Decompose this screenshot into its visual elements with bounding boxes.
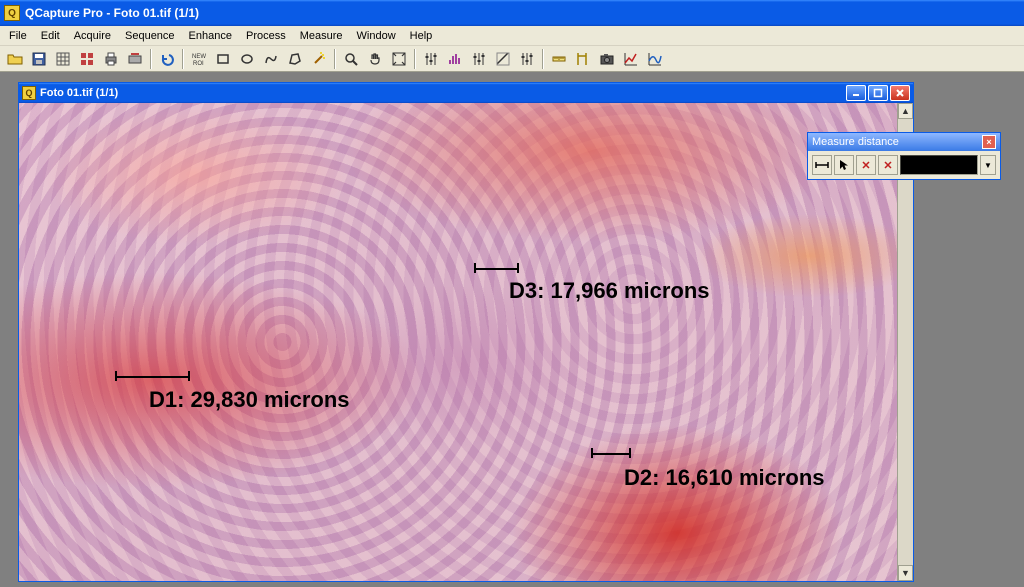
- scroll-up-icon[interactable]: ▲: [898, 103, 913, 119]
- toolbar: NEWROI: [0, 46, 1024, 72]
- save-icon[interactable]: [28, 48, 50, 70]
- measure-panel-body: ✕ ✕ ▼: [808, 151, 1000, 179]
- zoom-icon[interactable]: [340, 48, 362, 70]
- measure-label-d3: D3: 17,966 microns: [509, 278, 710, 304]
- minimize-button[interactable]: [846, 85, 866, 101]
- color-swatch[interactable]: [900, 155, 978, 175]
- fit-icon[interactable]: [388, 48, 410, 70]
- toolbar-separator: [414, 49, 416, 69]
- measure-tool-icon[interactable]: [812, 155, 832, 175]
- rect-icon[interactable]: [212, 48, 234, 70]
- menu-measure[interactable]: Measure: [293, 28, 350, 44]
- workspace: Q Foto 01.tif (1/1) D1: 29,830 microns: [0, 72, 1024, 587]
- toolbar-separator: [182, 49, 184, 69]
- maximize-button[interactable]: [868, 85, 888, 101]
- menubar: File Edit Acquire Sequence Enhance Proce…: [0, 26, 1024, 46]
- app-titlebar: Q QCapture Pro - Foto 01.tif (1/1): [0, 0, 1024, 26]
- scroll-down-icon[interactable]: ▼: [898, 565, 913, 581]
- grid-icon[interactable]: [52, 48, 74, 70]
- measure-panel-titlebar[interactable]: Measure distance ×: [808, 133, 1000, 151]
- close-button[interactable]: [890, 85, 910, 101]
- menu-sequence[interactable]: Sequence: [118, 28, 182, 44]
- wand-icon[interactable]: [308, 48, 330, 70]
- image-window-icon: Q: [22, 86, 36, 100]
- microscopy-image: D1: 29,830 microns D3: 17,966 microns D2…: [19, 103, 897, 581]
- sliders3-icon[interactable]: [516, 48, 538, 70]
- color-dropdown-icon[interactable]: ▼: [980, 155, 996, 175]
- scan-icon[interactable]: [124, 48, 146, 70]
- toolbar-separator: [150, 49, 152, 69]
- roi-icon[interactable]: NEWROI: [188, 48, 210, 70]
- freehand-icon[interactable]: [260, 48, 282, 70]
- sliders2-icon[interactable]: [468, 48, 490, 70]
- polygon-icon[interactable]: [284, 48, 306, 70]
- camera-icon[interactable]: [596, 48, 618, 70]
- sliders1-icon[interactable]: [420, 48, 442, 70]
- menu-edit[interactable]: Edit: [34, 28, 67, 44]
- svg-text:ROI: ROI: [193, 61, 204, 67]
- undo-icon[interactable]: [156, 48, 178, 70]
- measure-panel-title: Measure distance: [812, 136, 982, 148]
- hand-icon[interactable]: [364, 48, 386, 70]
- grid2-icon[interactable]: [76, 48, 98, 70]
- open-icon[interactable]: [4, 48, 26, 70]
- measure-panel-close-icon[interactable]: ×: [982, 135, 996, 149]
- image-window-title: Foto 01.tif (1/1): [40, 87, 846, 99]
- measure-label-d2: D2: 16,610 microns: [624, 465, 825, 491]
- menu-window[interactable]: Window: [350, 28, 403, 44]
- svg-text:NEW: NEW: [192, 54, 206, 60]
- print-icon[interactable]: [100, 48, 122, 70]
- caliper-icon[interactable]: [572, 48, 594, 70]
- delete-all-icon[interactable]: ✕: [878, 155, 898, 175]
- menu-help[interactable]: Help: [403, 28, 440, 44]
- histogram-icon[interactable]: [444, 48, 466, 70]
- ruler-icon[interactable]: [548, 48, 570, 70]
- app-title: QCapture Pro - Foto 01.tif (1/1): [25, 6, 199, 20]
- toolbar-separator: [542, 49, 544, 69]
- measure-bar-d2: [591, 448, 631, 458]
- image-window: Q Foto 01.tif (1/1) D1: 29,830 microns: [18, 82, 914, 582]
- image-window-titlebar: Q Foto 01.tif (1/1): [19, 83, 913, 103]
- measure-distance-panel: Measure distance × ✕ ✕ ▼: [807, 132, 1001, 180]
- chart2-icon[interactable]: [644, 48, 666, 70]
- image-area[interactable]: D1: 29,830 microns D3: 17,966 microns D2…: [19, 103, 913, 581]
- scroll-track[interactable]: [898, 119, 913, 565]
- measure-bar-d1: [115, 371, 190, 381]
- delete-one-icon[interactable]: ✕: [856, 155, 876, 175]
- chart-icon[interactable]: [620, 48, 642, 70]
- contrast-icon[interactable]: [492, 48, 514, 70]
- menu-acquire[interactable]: Acquire: [67, 28, 118, 44]
- measure-label-d1: D1: 29,830 microns: [149, 387, 350, 413]
- pointer-tool-icon[interactable]: [834, 155, 854, 175]
- app-icon: Q: [4, 5, 20, 21]
- menu-file[interactable]: File: [2, 28, 34, 44]
- menu-enhance[interactable]: Enhance: [182, 28, 239, 44]
- toolbar-separator: [334, 49, 336, 69]
- ellipse-icon[interactable]: [236, 48, 258, 70]
- menu-process[interactable]: Process: [239, 28, 293, 44]
- measure-bar-d3: [474, 263, 519, 273]
